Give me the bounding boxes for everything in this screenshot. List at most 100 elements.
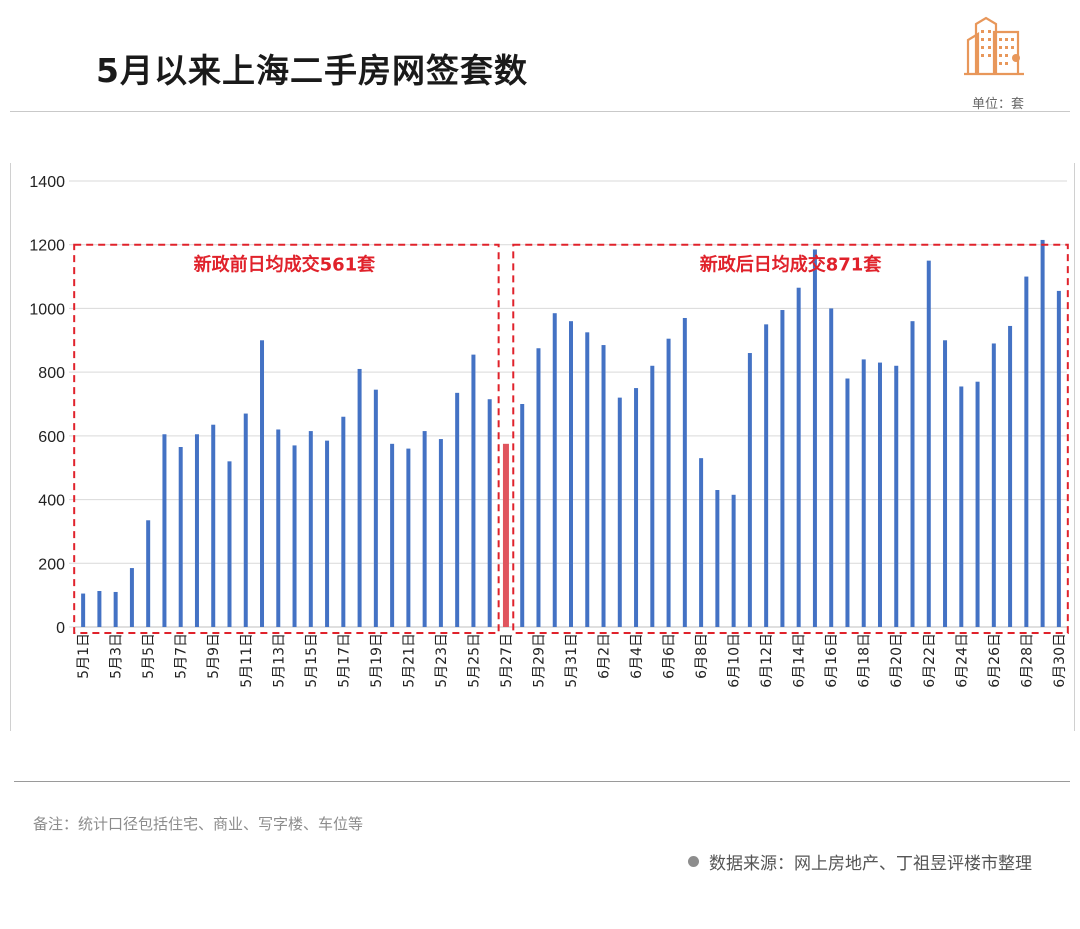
annotation-label-before: 新政前日均成交561套 — [194, 254, 376, 276]
bar — [1008, 325, 1013, 627]
y-tick-label: 1400 — [29, 174, 65, 191]
bar — [715, 490, 720, 627]
bar — [308, 431, 313, 627]
y-tick-label: 0 — [56, 620, 65, 637]
bar — [731, 494, 736, 627]
x-tick-label: 5月9日 — [206, 633, 222, 679]
bar — [146, 520, 151, 627]
bar — [243, 413, 248, 627]
y-tick-label: 400 — [38, 493, 65, 510]
source-line: 数据来源：网上房地产、丁祖昱评楼市整理 — [688, 849, 1032, 874]
bar — [520, 404, 525, 627]
bar-chart: 0 200 400 600 800 1000 1200 1400 5月1日 5月3日 5月5日 5月7… — [29, 174, 1069, 688]
bar — [373, 389, 378, 627]
bar — [910, 321, 915, 627]
bar — [601, 345, 606, 627]
y-tick-label: 200 — [38, 556, 65, 573]
x-tick-label: 6月26日 — [987, 633, 1003, 688]
bar — [926, 260, 931, 627]
bar — [1040, 239, 1045, 627]
bar — [97, 591, 102, 627]
bar — [178, 447, 183, 627]
x-tick-label: 6月28日 — [1019, 633, 1035, 688]
x-tick-label: 6月24日 — [954, 633, 970, 688]
bar — [1056, 290, 1061, 627]
annotation-box-before — [73, 243, 500, 634]
unit-label: 单位：套 — [971, 97, 1024, 112]
x-tick-label: 5月27日 — [499, 633, 515, 688]
bar — [780, 310, 785, 627]
bar — [390, 443, 395, 627]
x-tick-label: 6月8日 — [694, 633, 710, 679]
x-tick-label: 5月29日 — [531, 633, 547, 688]
x-tick-label: 6月20日 — [889, 633, 905, 688]
bar — [406, 448, 411, 627]
y-tick-label: 1200 — [29, 238, 65, 255]
bar — [829, 308, 834, 627]
bar — [194, 434, 199, 627]
y-tick-label: 800 — [38, 365, 65, 382]
highlight-bar — [502, 443, 509, 627]
x-tick-label: 5月23日 — [434, 633, 450, 688]
bar — [438, 439, 443, 627]
bar — [341, 416, 346, 627]
bar — [487, 399, 492, 627]
x-tick-label: 6月14日 — [792, 633, 808, 688]
bar — [129, 568, 134, 627]
bar — [959, 386, 964, 627]
bar — [699, 458, 704, 627]
bar — [569, 321, 573, 627]
bar — [666, 338, 671, 627]
bar — [162, 434, 167, 627]
bar — [975, 381, 980, 627]
bar — [585, 332, 590, 627]
x-tick-label: 6月16日 — [824, 633, 840, 688]
x-tick-label: 6月4日 — [629, 633, 645, 679]
x-tick-label: 5月15日 — [304, 633, 320, 688]
x-tick-label: 5月13日 — [271, 633, 287, 688]
bar — [894, 365, 899, 627]
x-tick-label: 6月2日 — [597, 633, 613, 679]
bar — [877, 362, 882, 627]
bullet-icon — [688, 856, 699, 867]
annotation-box-after — [512, 243, 1069, 634]
x-tick-label: 6月6日 — [662, 633, 678, 679]
x-tick-label: 6月22日 — [922, 633, 938, 688]
bar — [227, 461, 232, 627]
bar — [471, 354, 476, 627]
bar — [422, 431, 427, 627]
buildings-icon — [964, 16, 1024, 76]
y-tick-label: 600 — [38, 429, 65, 446]
x-tick-label: 5月5日 — [141, 633, 157, 679]
x-tick-label: 5月25日 — [466, 633, 482, 688]
x-tick-label: 6月10日 — [727, 633, 743, 688]
x-tick-label: 5月7日 — [174, 633, 190, 679]
x-tick-label: 5月11日 — [239, 633, 255, 688]
bar — [455, 392, 460, 627]
bar — [211, 424, 216, 627]
bar — [796, 287, 801, 627]
bar — [845, 378, 850, 627]
bar — [682, 317, 687, 627]
bar — [634, 388, 639, 627]
bar — [276, 429, 281, 627]
annotation-label-after: 新政后日均成交871套 — [700, 254, 882, 276]
bar — [617, 397, 622, 627]
x-tick-label: 6月12日 — [759, 633, 775, 688]
bar — [812, 249, 817, 627]
footnote: 备注：统计口径包括住宅、商业、写字楼、车位等 — [33, 815, 364, 833]
x-tick-label: 5月17日 — [336, 633, 352, 688]
chart-frame: 0 200 400 600 800 1000 1200 1400 5月1日 5月3日 5月5日 5月7… — [10, 163, 1075, 731]
bar — [325, 440, 330, 627]
bar — [536, 348, 541, 627]
bar — [113, 591, 118, 627]
x-tick-label: 5月3日 — [109, 633, 125, 679]
bar — [81, 593, 86, 627]
bar — [991, 343, 996, 627]
bar — [764, 324, 769, 627]
x-tick-label: 5月31日 — [564, 633, 580, 688]
source-text: 数据来源：网上房地产、丁祖昱评楼市整理 — [709, 854, 1032, 874]
x-tick-label: 5月1日 — [76, 633, 92, 679]
bar — [292, 445, 297, 627]
page-title: 5月以来上海二手房网签套数 — [96, 51, 528, 90]
